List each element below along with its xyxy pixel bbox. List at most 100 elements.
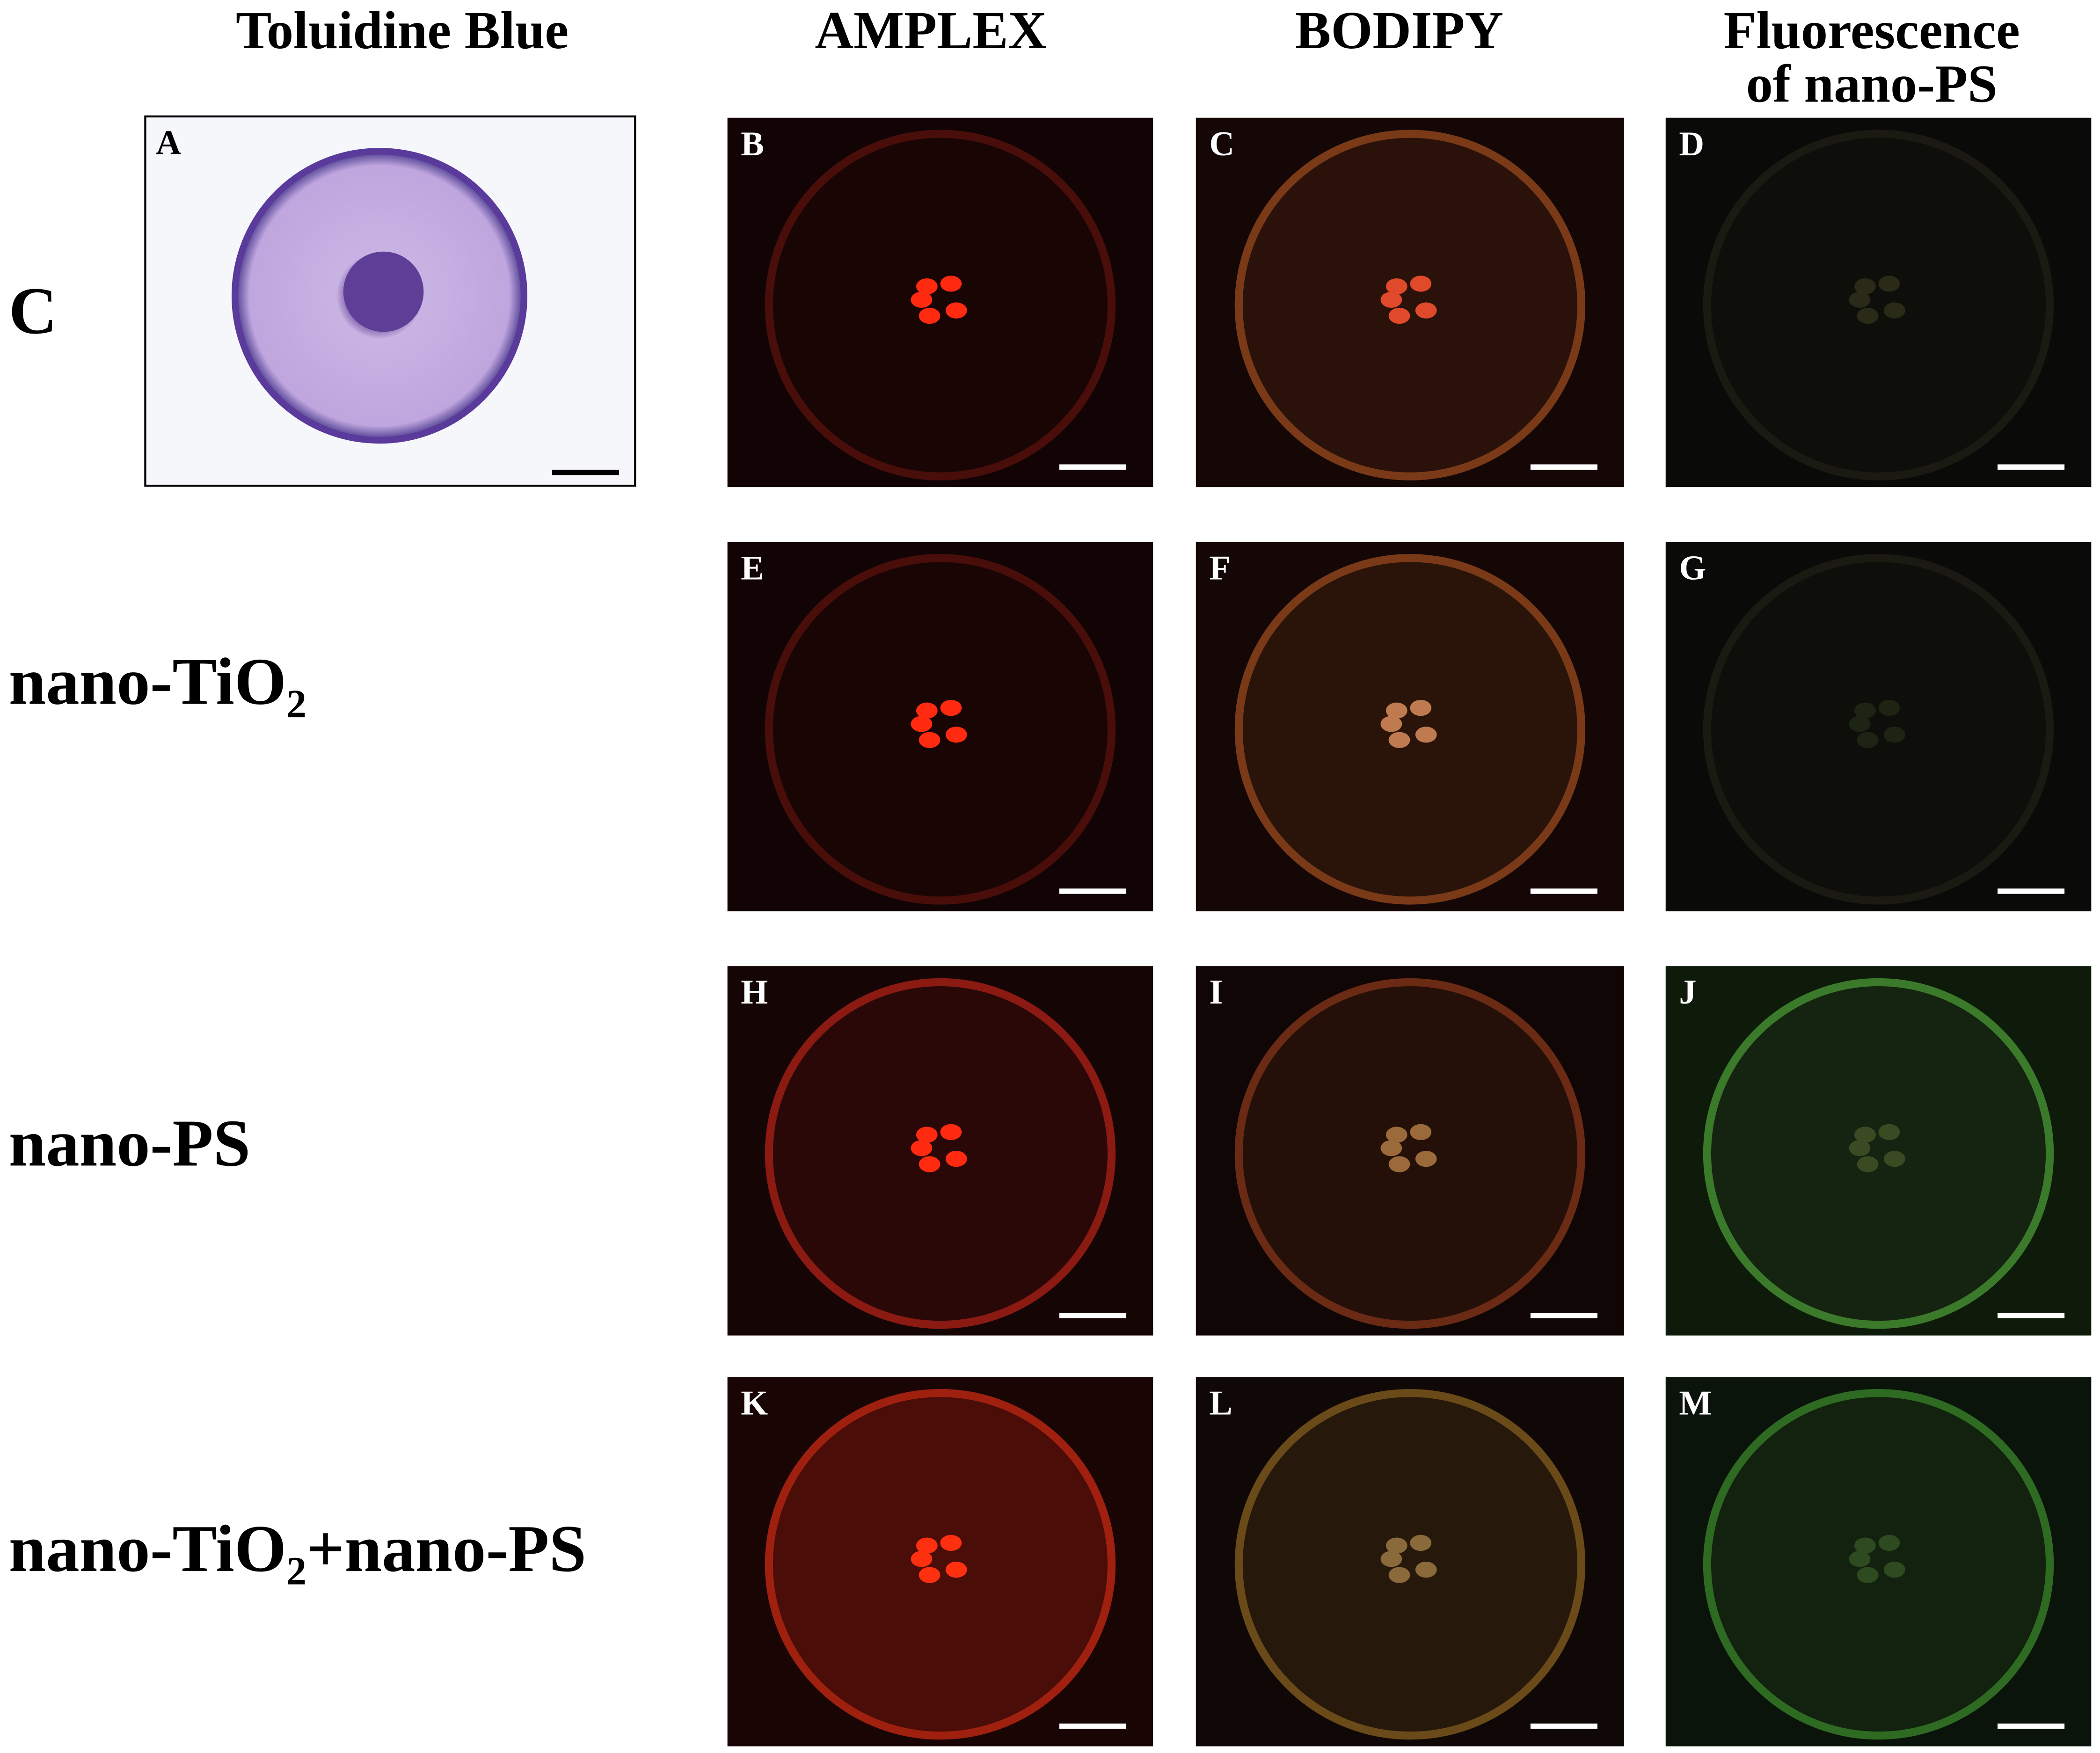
stele-cell: [940, 1535, 962, 1551]
panel-letter: E: [741, 549, 764, 588]
micrograph-panel: [1665, 1377, 2092, 1746]
row-label: nano-PS: [9, 1106, 251, 1180]
stele-cell: [1388, 1156, 1410, 1172]
stele-cell: [1380, 716, 1402, 732]
stele-cell: [945, 1561, 967, 1578]
root-section: [1703, 554, 2054, 905]
stele-cell: [916, 1537, 938, 1554]
scale-bar: [1530, 464, 1597, 470]
stele-cell: [1849, 1140, 1871, 1157]
stele-cell: [1849, 716, 1871, 732]
scale-bar: [1530, 1724, 1597, 1729]
stele-cell: [919, 1156, 941, 1172]
scale-bar: [1059, 888, 1127, 894]
stele-cell: [1883, 302, 1905, 319]
scale-bar: [1998, 1312, 2065, 1318]
stele-cell: [1415, 727, 1437, 743]
panel-letter: C: [1209, 125, 1234, 163]
stele-cell: [916, 1127, 938, 1143]
micrograph-panel: [727, 966, 1153, 1336]
stele-cell: [945, 1150, 967, 1167]
stele-cell: [1380, 1140, 1402, 1157]
stele-cell: [1385, 1127, 1407, 1143]
stele-cell: [1883, 1150, 1905, 1167]
panel-letter: M: [1679, 1384, 1712, 1422]
panel-letter: B: [741, 125, 764, 163]
stele-cell: [911, 1140, 933, 1157]
stele-cell: [1849, 291, 1871, 308]
micrograph-panel: [727, 117, 1153, 487]
stele-cell: [1385, 278, 1407, 295]
stele-cell: [1385, 1537, 1407, 1554]
stele-cell: [1878, 1535, 1900, 1551]
micrograph-panel: [144, 115, 636, 487]
stele-cell: [940, 1124, 962, 1140]
stele-cell: [1857, 1567, 1879, 1583]
scale-bar: [1998, 464, 2065, 470]
stele-cell: [1415, 302, 1437, 319]
root-section: [765, 1389, 1116, 1740]
micrograph-panel: [1665, 542, 2092, 911]
root-section: [765, 130, 1116, 480]
stele-cell: [911, 716, 933, 732]
panel-letter: D: [1679, 125, 1704, 163]
root-section: [1234, 554, 1586, 905]
scale-bar: [552, 469, 619, 475]
root-section: [1234, 1389, 1586, 1740]
micrograph-panel: [727, 1377, 1153, 1746]
scale-bar: [1059, 1724, 1127, 1729]
panel-letter: L: [1209, 1384, 1232, 1422]
stele-cell: [1878, 276, 1900, 292]
stele-cell: [1883, 727, 1905, 743]
stele-cell: [911, 291, 933, 308]
stele-cell: [1849, 1551, 1871, 1567]
root-section: [1703, 978, 2054, 1329]
micrograph-panel: [1196, 966, 1625, 1336]
root-section: [1234, 130, 1586, 480]
stele-cell: [1854, 1127, 1876, 1143]
panel-letter: K: [741, 1384, 768, 1422]
micrograph-panel: [1196, 542, 1625, 911]
stele-cell: [1410, 1124, 1432, 1140]
stele-cell: [1410, 699, 1432, 716]
column-header: BODIPY: [1295, 0, 1503, 60]
stele-cell: [1415, 1561, 1437, 1578]
micrograph-panel: [1665, 117, 2092, 487]
stele-cell: [1388, 307, 1410, 324]
stele-cell: [916, 278, 938, 295]
stele-cell: [1388, 732, 1410, 748]
stele-cell: [1883, 1561, 1905, 1578]
row-label: nano-TiO₂: [9, 645, 306, 719]
stele-cell: [940, 276, 962, 292]
stele-cell: [911, 1551, 933, 1567]
micrograph-panel: [1196, 117, 1625, 487]
stele-cell: [1410, 1535, 1432, 1551]
stele-cell: [1857, 307, 1879, 324]
stele-cell: [1857, 732, 1879, 748]
row-label: C: [9, 274, 57, 348]
panel-letter: G: [1679, 549, 1706, 588]
micrograph-panel: [1665, 966, 2092, 1336]
row-label: nano-TiO₂+nano-PS: [9, 1512, 586, 1586]
stele: [343, 251, 424, 332]
panel-letter: F: [1209, 549, 1230, 588]
stele-cell: [919, 1567, 941, 1583]
stele-cell: [1854, 1537, 1876, 1554]
stele-cell: [945, 302, 967, 319]
stele-cell: [1854, 702, 1876, 719]
root-section: [1234, 978, 1586, 1329]
stele-cell: [1385, 702, 1407, 719]
micrograph-panel: [1196, 1377, 1625, 1746]
scale-bar: [1530, 888, 1597, 894]
column-header: of nano-PS: [1746, 54, 1998, 113]
panel-letter: H: [741, 973, 768, 1011]
stele-cell: [1878, 1124, 1900, 1140]
scale-bar: [1059, 464, 1127, 470]
root-section: [1703, 130, 2054, 480]
stele-cell: [919, 307, 941, 324]
scale-bar: [1530, 1312, 1597, 1318]
stele-cell: [1410, 276, 1432, 292]
stele-cell: [1380, 1551, 1402, 1567]
